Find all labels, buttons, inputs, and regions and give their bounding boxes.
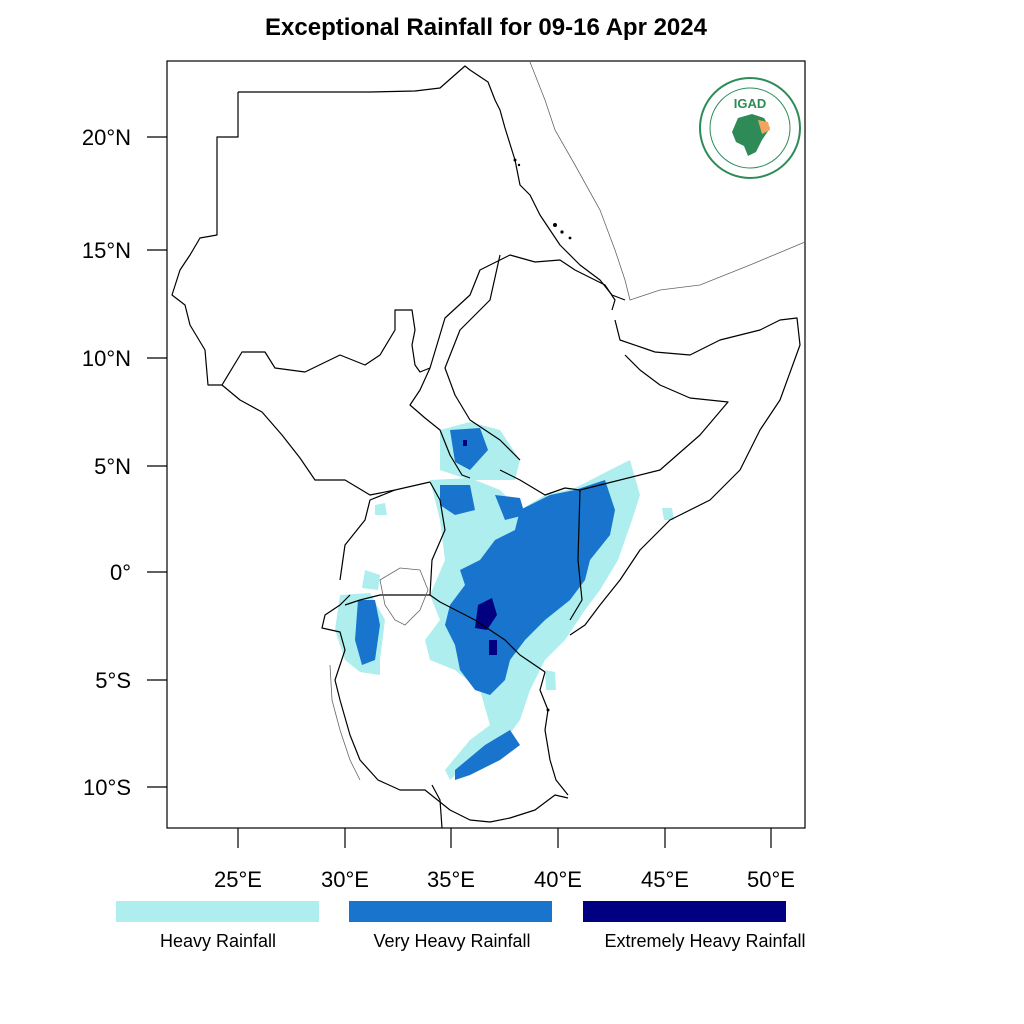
lat-label: 20°N bbox=[82, 125, 131, 150]
very-heavy-rainfall-areas bbox=[355, 428, 615, 780]
legend-label-extremely-heavy: Extremely Heavy Rainfall bbox=[604, 931, 806, 951]
igad-logo: IGAD bbox=[699, 77, 801, 179]
lat-label: 5°N bbox=[94, 454, 131, 479]
legend-label-very-heavy: Very Heavy Rainfall bbox=[373, 931, 531, 951]
legend-swatch-very-heavy bbox=[349, 901, 552, 922]
map-title: Exceptional Rainfall for 09-16 Apr 2024 bbox=[265, 14, 707, 41]
lon-label: 25°E bbox=[214, 867, 262, 892]
lat-label: 0° bbox=[110, 560, 131, 585]
country-borders bbox=[171, 65, 801, 829]
lon-label: 35°E bbox=[427, 867, 475, 892]
lon-label: 50°E bbox=[747, 867, 795, 892]
lat-label: 15°N bbox=[82, 238, 131, 263]
lon-label: 30°E bbox=[321, 867, 369, 892]
lat-label: 5°S bbox=[95, 668, 131, 693]
lon-label: 45°E bbox=[641, 867, 689, 892]
lat-label: 10°N bbox=[82, 346, 131, 371]
legend-swatch-heavy bbox=[116, 901, 319, 922]
lakes-and-thin-lines bbox=[329, 61, 806, 781]
latitude-ticks bbox=[147, 136, 167, 788]
lat-label: 10°S bbox=[83, 775, 131, 800]
lon-label: 40°E bbox=[534, 867, 582, 892]
island-dots bbox=[513, 158, 572, 712]
extremely-heavy-rainfall-areas bbox=[463, 440, 497, 655]
legend-label-heavy: Heavy Rainfall bbox=[159, 931, 277, 951]
legend-swatch-extremely-heavy bbox=[583, 901, 786, 922]
longitude-labels: 25°E 30°E 35°E 40°E 45°E 50°E bbox=[214, 867, 795, 892]
longitude-ticks bbox=[237, 828, 772, 848]
logo-text: IGAD bbox=[734, 96, 767, 111]
latitude-labels: 20°N 15°N 10°N 5°N 0° 5°S 10°S bbox=[82, 125, 131, 800]
